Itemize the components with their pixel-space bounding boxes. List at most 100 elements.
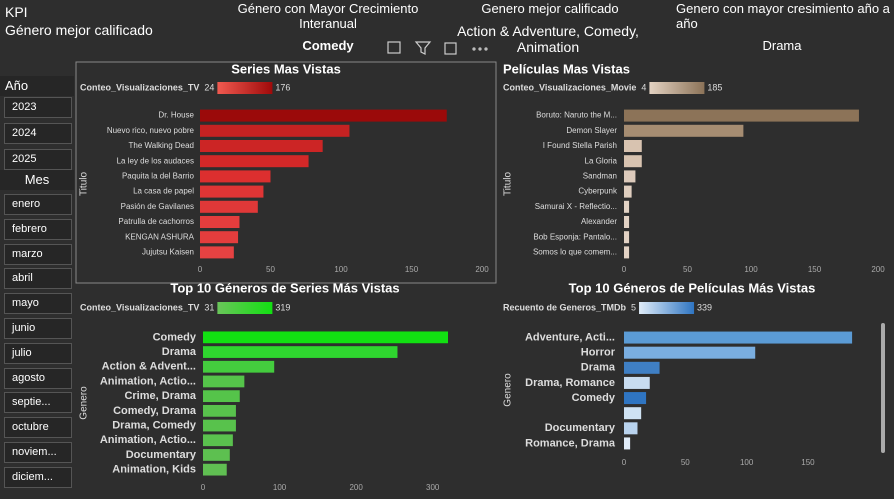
x-tick-label: 0 — [198, 265, 203, 274]
card-value: Action & Adventure, Comedy, Animation — [457, 23, 639, 55]
x-tick-label: 150 — [801, 458, 815, 467]
legend-title: Conteo_Visualizaciones_Movie — [503, 82, 636, 92]
x-tick-label: 0 — [622, 265, 627, 274]
bar — [624, 392, 647, 405]
x-tick-label: 100 — [744, 265, 758, 274]
slicer-item[interactable]: marzo — [4, 243, 72, 265]
category-label: Romance, Drama — [525, 437, 616, 449]
bar — [200, 170, 271, 183]
panel-border — [75, 61, 497, 284]
bar — [624, 231, 630, 244]
bar — [200, 140, 323, 152]
category-label: Drama — [581, 362, 616, 374]
category-label: Patrulla de cachorros — [118, 217, 194, 226]
slicer-item[interactable]: diciem... — [4, 466, 72, 488]
x-tick-label: 50 — [681, 458, 690, 467]
bar — [624, 437, 631, 450]
slicer-item[interactable]: abril — [4, 268, 72, 290]
bar — [200, 185, 264, 198]
card-label: Genero con mayor cresimiento año a año — [676, 1, 890, 31]
bar — [200, 231, 239, 244]
bar — [203, 419, 236, 432]
bar — [203, 449, 230, 461]
bar — [624, 124, 744, 137]
legend-scale — [217, 82, 273, 94]
bar — [200, 109, 447, 122]
category-label: Action & Advent... — [102, 361, 196, 373]
chart-title: Series Mas Vistas — [231, 61, 341, 76]
bar — [624, 246, 630, 259]
x-tick-label: 200 — [475, 265, 489, 274]
bar — [624, 216, 630, 228]
y-axis-title: Genero — [79, 386, 90, 420]
legend-min: 5 — [631, 302, 636, 312]
slicer-item[interactable]: 2023 — [4, 97, 72, 118]
category-label: Drama — [162, 346, 197, 358]
bar — [624, 376, 650, 389]
category-label: Jujutsu Kaisen — [142, 248, 194, 257]
slicer-item[interactable]: 2024 — [4, 123, 72, 144]
legend-title: Conteo_Visualizaciones_TV — [80, 82, 199, 92]
toolbar[interactable] — [387, 41, 488, 55]
legend-max: 185 — [707, 82, 722, 92]
x-tick-label: 150 — [808, 265, 822, 274]
bar — [624, 346, 756, 359]
bar — [203, 375, 245, 388]
category-label: Boruto: Naruto the M... — [536, 111, 617, 120]
bar — [203, 434, 233, 447]
x-tick-label: 300 — [426, 483, 440, 492]
category-label: Adventure, Acti... — [525, 331, 615, 343]
category-label: Sandman — [583, 172, 617, 181]
bar — [624, 185, 632, 198]
category-label: La ley de los audaces — [117, 156, 194, 165]
bar — [624, 361, 660, 374]
slicer-item[interactable]: septie... — [4, 392, 72, 414]
slicer-title: Mes — [0, 170, 74, 190]
bar — [624, 170, 636, 183]
category-label: Animation, Kids — [112, 464, 196, 476]
y-axis-title: Titulo — [79, 172, 90, 197]
bar — [203, 346, 398, 358]
category-label: Animation, Actio... — [100, 434, 196, 446]
bar — [200, 200, 258, 213]
legend-min: 4 — [641, 82, 646, 92]
x-tick-label: 50 — [683, 265, 692, 274]
slicer-item[interactable]: mayo — [4, 293, 72, 315]
slicer-item[interactable]: octubre — [4, 417, 72, 439]
legend-max: 339 — [697, 302, 712, 312]
category-label: Paquita la del Barrio — [122, 172, 195, 181]
scrollbar — [881, 323, 885, 453]
bar — [200, 216, 240, 228]
bar — [624, 109, 859, 122]
bar — [624, 422, 638, 435]
legend-max: 176 — [275, 82, 290, 92]
category-label: Comedy — [572, 392, 616, 404]
kpi-subtitle: Género mejor calificado — [5, 22, 153, 38]
x-tick-label: 100 — [334, 265, 348, 274]
slicer-item[interactable]: 2025 — [4, 149, 72, 170]
category-label: Bob Esponja: Pantalo... — [533, 232, 617, 241]
category-label: Documentary — [545, 422, 616, 434]
bar — [624, 407, 642, 420]
category-label: Alexander — [581, 217, 617, 226]
x-tick-label: 200 — [871, 265, 885, 274]
slicer-item[interactable]: agosto — [4, 367, 72, 389]
bar — [624, 155, 642, 168]
legend-title: Recuento de Generos_TMDb — [503, 302, 627, 312]
slicer-item[interactable]: junio — [4, 318, 72, 339]
slicer-item[interactable]: julio — [4, 342, 72, 364]
bar — [200, 246, 234, 259]
card-label: Género con Mayor Crecimiento Interanual — [237, 1, 419, 31]
bar — [203, 390, 240, 403]
y-axis-title: Titulo — [503, 172, 514, 197]
x-tick-label: 50 — [266, 265, 275, 274]
slicer-item[interactable]: enero — [4, 194, 72, 215]
chart: Top 10 Géneros de Películas Más Vistas Re… — [503, 280, 853, 467]
x-tick-label: 0 — [622, 458, 627, 467]
slicer-item[interactable]: febrero — [4, 218, 72, 240]
slicer-item[interactable]: noviem... — [4, 442, 72, 463]
category-label: La Gloria — [585, 156, 618, 165]
bar — [200, 124, 350, 137]
